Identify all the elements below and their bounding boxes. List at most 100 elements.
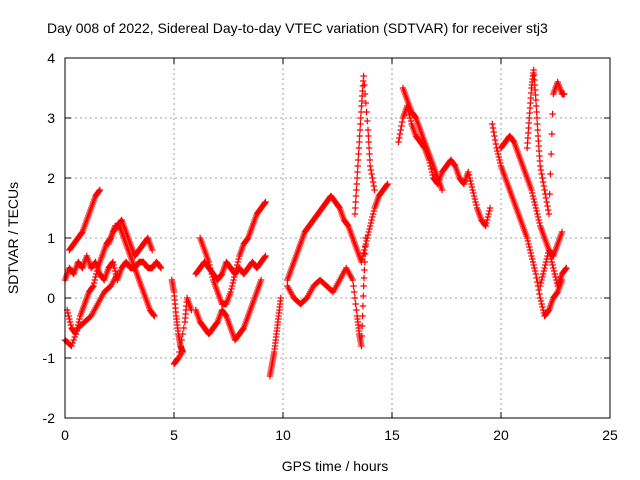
data-point bbox=[151, 312, 158, 320]
data-point bbox=[110, 261, 117, 269]
data-point bbox=[544, 202, 551, 210]
data-point bbox=[239, 325, 247, 333]
data-point bbox=[539, 273, 546, 281]
data-point bbox=[365, 228, 372, 236]
data-point bbox=[539, 270, 547, 278]
data-point bbox=[361, 246, 368, 254]
data-point bbox=[484, 213, 492, 221]
data-point bbox=[523, 234, 531, 242]
data-point bbox=[156, 263, 164, 271]
data-point bbox=[231, 273, 238, 281]
data-point bbox=[359, 302, 367, 310]
data-point bbox=[531, 267, 539, 275]
data-point bbox=[538, 170, 545, 178]
data-point bbox=[533, 108, 540, 116]
data-point bbox=[67, 321, 75, 329]
data-point bbox=[66, 318, 74, 326]
series-trace-15 bbox=[399, 84, 446, 194]
data-point bbox=[545, 206, 552, 214]
data-point bbox=[230, 276, 237, 284]
data-point bbox=[222, 311, 229, 319]
data-point bbox=[482, 222, 489, 230]
data-point bbox=[363, 237, 370, 245]
data-point bbox=[228, 282, 236, 290]
series-trace-9 bbox=[196, 198, 269, 308]
y-tick-label: 3 bbox=[47, 110, 55, 126]
data-point bbox=[541, 264, 548, 272]
data-point bbox=[357, 108, 365, 116]
data-point bbox=[366, 156, 374, 164]
series-trace-1 bbox=[61, 252, 165, 284]
data-point bbox=[73, 327, 81, 335]
data-point bbox=[89, 283, 96, 291]
data-point bbox=[360, 249, 367, 257]
data-point bbox=[470, 192, 478, 200]
series-trace-4 bbox=[61, 270, 121, 350]
data-point bbox=[531, 201, 539, 209]
data-point bbox=[177, 342, 184, 350]
data-point bbox=[485, 210, 492, 218]
data-point bbox=[550, 264, 557, 272]
data-point bbox=[467, 177, 474, 185]
y-axis-label: SDTVAR / TECUs bbox=[5, 182, 21, 294]
data-point bbox=[510, 137, 517, 145]
data-point bbox=[262, 198, 269, 206]
data-point bbox=[364, 126, 372, 134]
data-point bbox=[545, 246, 553, 254]
data-point bbox=[468, 180, 475, 188]
y-tick-label: 0 bbox=[47, 290, 55, 306]
data-point bbox=[352, 204, 359, 212]
data-point bbox=[547, 150, 555, 158]
data-point bbox=[69, 339, 76, 347]
x-tick-label: 0 bbox=[61, 427, 69, 443]
chart-title: Day 008 of 2022, Sidereal Day-to-day VTE… bbox=[47, 20, 548, 36]
data-point bbox=[233, 264, 240, 272]
data-point bbox=[357, 120, 364, 128]
data-point bbox=[469, 186, 476, 194]
y-tick-label: 1 bbox=[47, 230, 55, 246]
data-point bbox=[540, 267, 548, 275]
data-point bbox=[472, 198, 479, 206]
data-point bbox=[542, 261, 549, 269]
x-tick-label: 10 bbox=[275, 427, 291, 443]
data-point bbox=[533, 102, 540, 110]
data-point bbox=[369, 174, 376, 182]
data-point bbox=[465, 168, 472, 176]
data-point bbox=[371, 186, 378, 194]
data-points bbox=[61, 66, 570, 380]
data-point bbox=[486, 207, 493, 215]
data-point bbox=[535, 216, 542, 224]
data-point bbox=[370, 182, 378, 190]
data-point bbox=[526, 246, 534, 254]
x-tick-label: 25 bbox=[602, 427, 618, 443]
data-point bbox=[157, 264, 165, 272]
y-tick-label: -2 bbox=[43, 410, 56, 426]
data-point bbox=[90, 279, 98, 287]
data-point bbox=[383, 181, 391, 189]
data-point bbox=[364, 117, 371, 125]
data-point bbox=[368, 216, 375, 224]
data-point bbox=[363, 108, 370, 116]
data-point bbox=[534, 120, 541, 128]
data-point bbox=[71, 333, 79, 341]
data-point bbox=[179, 330, 186, 338]
data-point bbox=[368, 170, 375, 178]
data-point bbox=[350, 282, 357, 290]
data-point bbox=[261, 199, 269, 207]
data-point bbox=[367, 162, 374, 170]
data-point bbox=[360, 292, 367, 300]
data-point bbox=[262, 252, 269, 260]
data-point bbox=[352, 198, 359, 206]
data-point bbox=[538, 300, 545, 308]
data-point bbox=[207, 267, 215, 275]
data-point bbox=[534, 126, 541, 134]
data-point bbox=[96, 186, 104, 194]
data-point bbox=[68, 342, 75, 350]
data-point bbox=[78, 229, 85, 237]
data-point bbox=[344, 221, 351, 229]
data-point bbox=[351, 288, 358, 296]
data-point bbox=[351, 294, 359, 302]
data-point bbox=[360, 282, 367, 290]
data-point bbox=[412, 113, 419, 121]
data-point bbox=[552, 273, 559, 281]
